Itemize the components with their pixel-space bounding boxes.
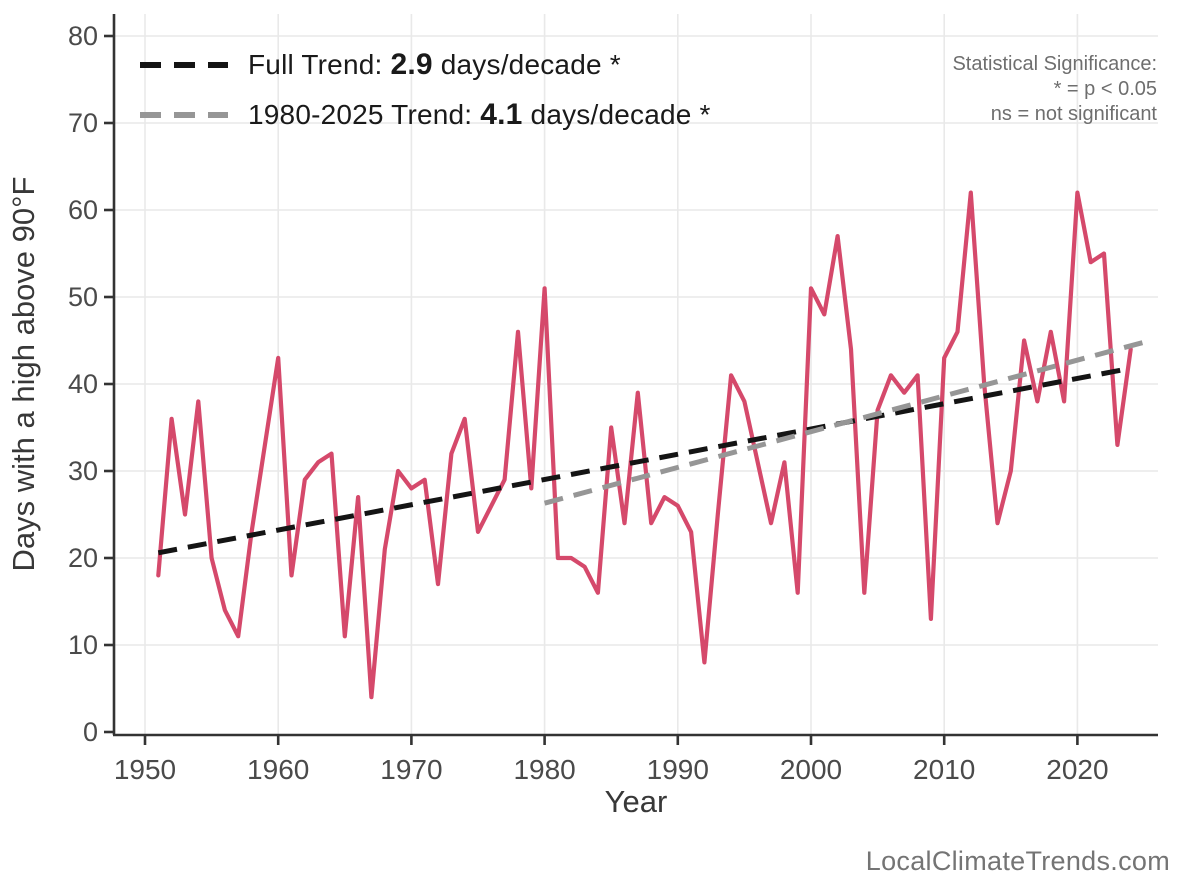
y-tick-label-30: 30 [68, 456, 98, 486]
y-tick-label-0: 0 [83, 717, 98, 747]
chart-legend: Full Trend: 2.9 days/decade * 1980-2025 … [140, 40, 711, 140]
significance-line-p: * = p < 0.05 [1053, 78, 1157, 100]
full-trend-line [157, 365, 1132, 556]
y-tick-label-60: 60 [68, 195, 98, 225]
full-trend-dash-swatch [140, 62, 228, 68]
full-trend-label: Full Trend: 2.9 days/decade * [248, 48, 621, 81]
y-tick-label-20: 20 [68, 543, 98, 573]
x-tick-label-2010: 2010 [913, 754, 975, 785]
recent-trend-dash-swatch [140, 112, 228, 118]
y-axis-title: Days with a high above 90°F [6, 177, 41, 572]
y-tick-label-40: 40 [68, 369, 98, 399]
legend-item-1980-2025-trend: 1980-2025 Trend: 4.1 days/decade * [140, 90, 711, 140]
x-tick-label-2000: 2000 [780, 754, 842, 785]
x-tick-label-1990: 1990 [647, 754, 709, 785]
legend-item-full-trend: Full Trend: 2.9 days/decade * [140, 40, 711, 90]
recent-trend-line [543, 339, 1145, 506]
recent-trend-label: 1980-2025 Trend: 4.1 days/decade * [248, 98, 711, 131]
significance-line-ns: ns = not significant [990, 103, 1157, 125]
watermark: LocalClimateTrends.com [865, 846, 1170, 876]
x-tick-label-1960: 1960 [247, 754, 309, 785]
x-axis-title: Year [605, 784, 668, 819]
annual-days-line [156, 190, 1133, 700]
x-tick-label-1970: 1970 [380, 754, 442, 785]
x-tick-label-2020: 2020 [1046, 754, 1108, 785]
x-tick-label-1980: 1980 [513, 754, 575, 785]
x-tick-label-1950: 1950 [114, 754, 176, 785]
y-tick-label-10: 10 [68, 630, 98, 660]
significance-note: Statistical Significance: * = p < 0.05 n… [952, 52, 1157, 127]
significance-title: Statistical Significance: [952, 53, 1157, 75]
y-tick-label-80: 80 [68, 21, 98, 51]
y-tick-label-70: 70 [68, 108, 98, 138]
y-tick-label-50: 50 [68, 282, 98, 312]
